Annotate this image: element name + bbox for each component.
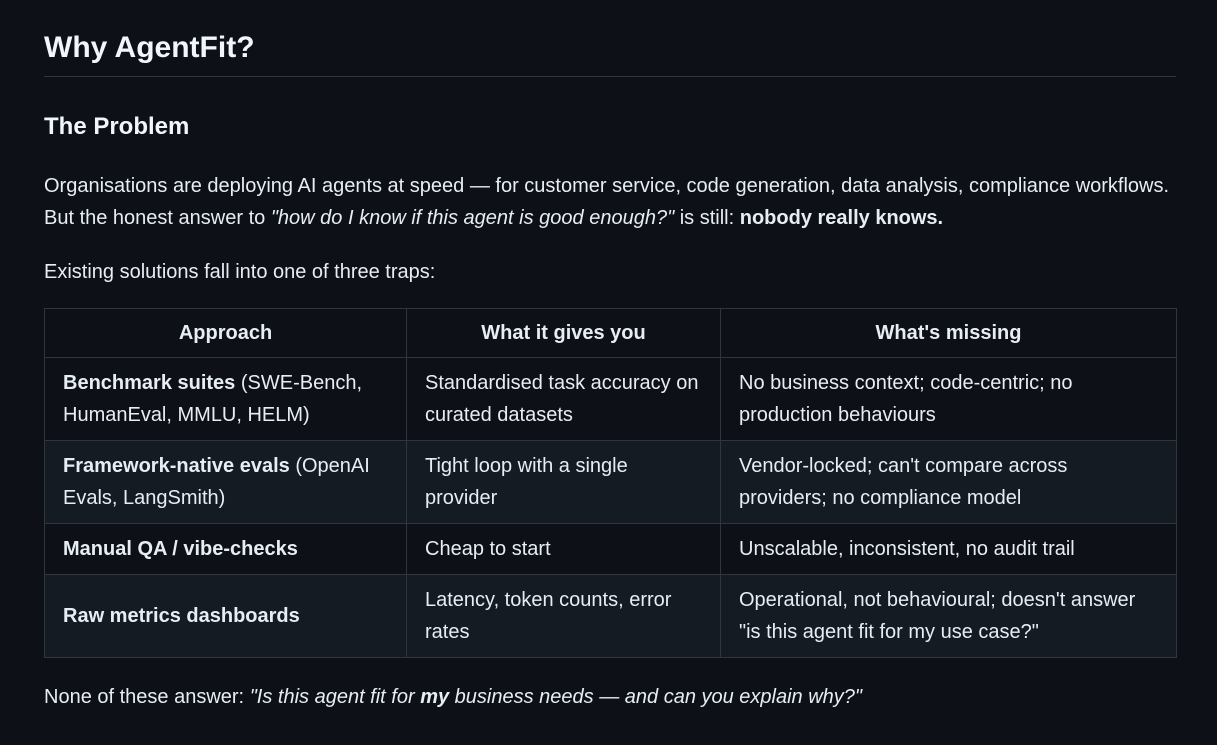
table-row: Raw metrics dashboards Latency, token co… xyxy=(44,574,1177,658)
header-whats-missing: What's missing xyxy=(720,308,1177,358)
intro-text-continued: is still: xyxy=(674,207,740,229)
closing-quote-end: business needs — and can you explain why… xyxy=(449,686,863,708)
cell-gives: Latency, token counts, error rates xyxy=(406,574,721,658)
section-heading: The Problem xyxy=(44,113,190,140)
cell-missing: Vendor-locked; can't compare across prov… xyxy=(720,440,1177,524)
header-approach: Approach xyxy=(44,308,407,358)
cell-missing: Operational, not behavioural; doesn't an… xyxy=(720,574,1177,658)
table-header-row: Approach What it gives you What's missin… xyxy=(44,308,1177,358)
cell-approach: Manual QA / vibe-checks xyxy=(44,523,407,575)
page-title: Why AgentFit? xyxy=(44,0,1176,77)
closing-lead: None of these answer: xyxy=(44,686,250,708)
intro-text: Organisations are deploying AI agents at… xyxy=(44,175,1170,229)
cell-missing: Unscalable, inconsistent, no audit trail xyxy=(720,523,1177,575)
table-row: Manual QA / vibe-checks Cheap to start U… xyxy=(44,523,1177,575)
header-what-it-gives: What it gives you xyxy=(406,308,721,358)
approach-name: Benchmark suites xyxy=(63,372,236,394)
closing-quote-start: "Is this agent fit for xyxy=(249,686,421,708)
intro-paragraph: Organisations are deploying AI agents at… xyxy=(44,170,1176,234)
cell-gives: Standardised task accuracy on curated da… xyxy=(406,357,721,441)
closing-quote-emphasis: my xyxy=(420,686,450,708)
approach-name: Manual QA / vibe-checks xyxy=(63,538,298,560)
approach-name: Framework-native evals xyxy=(63,455,290,477)
cell-approach: Raw metrics dashboards xyxy=(44,574,407,658)
traps-paragraph: Existing solutions fall into one of thre… xyxy=(44,261,436,283)
intro-quote: "how do I know if this agent is good eno… xyxy=(270,207,675,229)
approach-examples: (OpenAI Evals, LangSmith) xyxy=(63,455,370,509)
intro-emphasis: nobody really knows. xyxy=(739,207,944,229)
cell-missing: No business context; code-centric; no pr… xyxy=(720,357,1177,441)
table-row: Benchmark suites (SWE-Bench, HumanEval, … xyxy=(44,357,1177,441)
cell-approach: Framework-native evals (OpenAI Evals, La… xyxy=(44,440,407,524)
approach-examples: (SWE-Bench, HumanEval, MMLU, HELM) xyxy=(63,372,362,426)
approach-name: Raw metrics dashboards xyxy=(63,605,300,627)
cell-gives: Cheap to start xyxy=(406,523,721,575)
comparison-table: Approach What it gives you What's missin… xyxy=(44,308,1177,658)
closing-quote: "Is this agent fit for my business needs… xyxy=(250,686,862,708)
table-row: Framework-native evals (OpenAI Evals, La… xyxy=(44,440,1177,524)
cell-gives: Tight loop with a single provider xyxy=(406,440,721,524)
cell-approach: Benchmark suites (SWE-Bench, HumanEval, … xyxy=(44,357,407,441)
closing-paragraph: None of these answer: "Is this agent fit… xyxy=(44,681,1176,713)
